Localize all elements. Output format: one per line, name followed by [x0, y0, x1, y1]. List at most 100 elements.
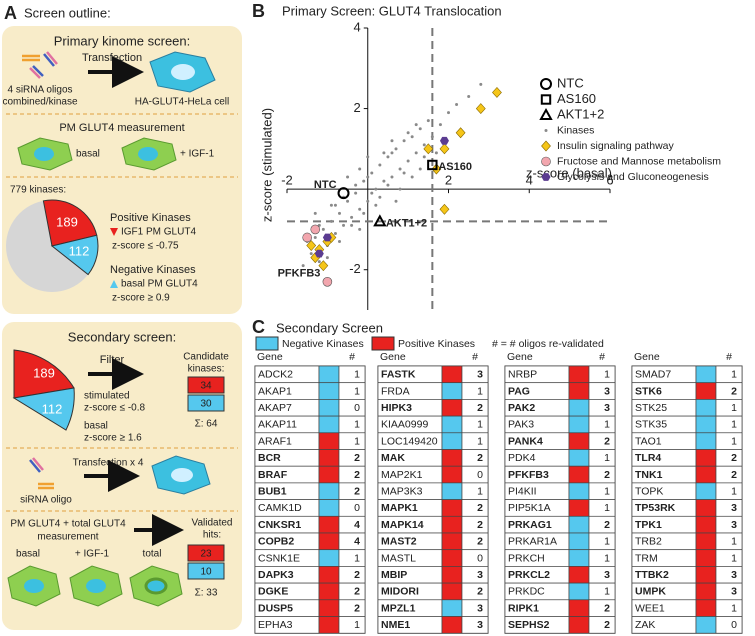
oligo-count: 4: [354, 519, 360, 531]
gene-name: PAK3: [508, 419, 534, 431]
step-label: Filter: [100, 354, 125, 366]
gene-name: PDK4: [508, 452, 536, 464]
row-cell: [715, 616, 743, 634]
positive-wedge: [13, 349, 75, 399]
row-cell: [715, 382, 743, 400]
oligo-count: 1: [477, 419, 483, 431]
class-cell: [695, 365, 717, 384]
row-cell: [588, 582, 616, 601]
oligo-count: 2: [354, 486, 360, 498]
point: [333, 203, 337, 207]
point: [414, 151, 418, 155]
row-cell: [338, 415, 366, 434]
row-cell: [338, 582, 366, 601]
row-cell: [461, 582, 489, 601]
point: [310, 224, 321, 235]
oligo-count: 1: [477, 435, 483, 447]
class-cell: [568, 566, 590, 584]
oligo-count: 3: [731, 519, 737, 531]
gene-name: ADCK2: [258, 369, 293, 381]
cell-icons: [7, 565, 183, 607]
point: [439, 136, 449, 145]
oligo-count: 1: [604, 486, 610, 498]
point: [423, 143, 434, 155]
class-cell: [318, 382, 340, 400]
oligo-count: 1: [731, 419, 737, 431]
oligo-count: 3: [604, 385, 610, 397]
oligo-count: 1: [354, 552, 360, 564]
oligo-count: 2: [354, 569, 360, 581]
point: [406, 131, 410, 135]
row-cell: [715, 566, 743, 584]
point: [418, 167, 422, 171]
point-label: AS160: [438, 161, 472, 173]
oligo-count: 2: [477, 519, 483, 531]
oligo-count: 3: [731, 569, 737, 581]
point: [337, 187, 350, 200]
row-cell: [588, 482, 616, 500]
oligo-count: 3: [604, 402, 610, 414]
point: [479, 82, 483, 86]
row-cell: [338, 616, 366, 634]
oligo-count: 3: [477, 619, 483, 631]
count: 112: [42, 401, 63, 416]
count-box: [187, 376, 225, 394]
class-cell: [441, 549, 463, 567]
row-cell: [715, 549, 743, 567]
point: [370, 191, 374, 195]
point: [337, 211, 341, 215]
count: 34: [200, 381, 212, 392]
oligo-count: 0: [354, 402, 360, 414]
oligo-count: 1: [354, 369, 360, 381]
row-cell: [588, 399, 616, 417]
gene-name: STK25: [635, 402, 667, 414]
point: [394, 199, 398, 203]
gene-name: MASTL: [381, 552, 416, 564]
point-label: NTC: [314, 179, 337, 191]
row-cell: [715, 432, 743, 450]
criterion: z-score ≥ 1.6: [84, 433, 142, 444]
up-arrow: [110, 280, 118, 288]
point: [313, 235, 317, 239]
oligo-count: 1: [604, 369, 610, 381]
point: [406, 159, 410, 163]
gene-name: DUSP5: [258, 602, 293, 614]
gene-name: LOC149420: [381, 435, 438, 447]
tables: Negative Kinases Positive Kinases # = # ol…: [254, 336, 743, 634]
oligo-count: 2: [477, 452, 483, 464]
class-cell: [695, 566, 717, 584]
slice-label: 189: [56, 214, 78, 229]
point: [333, 231, 337, 235]
class-cell: [695, 499, 717, 517]
gene-name: STK6: [635, 385, 662, 397]
gene-name: MAPK14: [381, 519, 424, 531]
criterion: z-score ≤ -0.75: [112, 241, 179, 252]
point: [366, 175, 370, 179]
row-cell: [461, 432, 489, 450]
class-cell: [568, 499, 590, 517]
oligo-count: 2: [354, 469, 360, 481]
class-cell: [441, 532, 463, 551]
oligo-count: 3: [477, 369, 483, 381]
sirna-icon: [22, 51, 58, 79]
oligo-count: 1: [604, 419, 610, 431]
row-cell: [338, 449, 366, 467]
point: [374, 187, 378, 191]
row-cell: [338, 515, 366, 534]
row-cell: [338, 599, 366, 617]
gene-name: TP53RK: [635, 502, 676, 514]
gene-name: MAK: [381, 452, 405, 464]
row-cell: [461, 549, 489, 567]
gene-name: CNKSR1: [258, 519, 301, 531]
class-cell: [695, 432, 717, 450]
class-cell: [318, 449, 340, 467]
point: [398, 167, 402, 171]
class-cell: [318, 482, 340, 500]
class-cell: [441, 449, 463, 467]
point: [346, 199, 350, 203]
gene-name: DAPK3: [258, 569, 294, 581]
condition-label: + IGF-1: [75, 549, 110, 560]
row-cell: [338, 549, 366, 567]
pie: 189 112: [6, 199, 99, 292]
class-cell: [318, 549, 340, 567]
